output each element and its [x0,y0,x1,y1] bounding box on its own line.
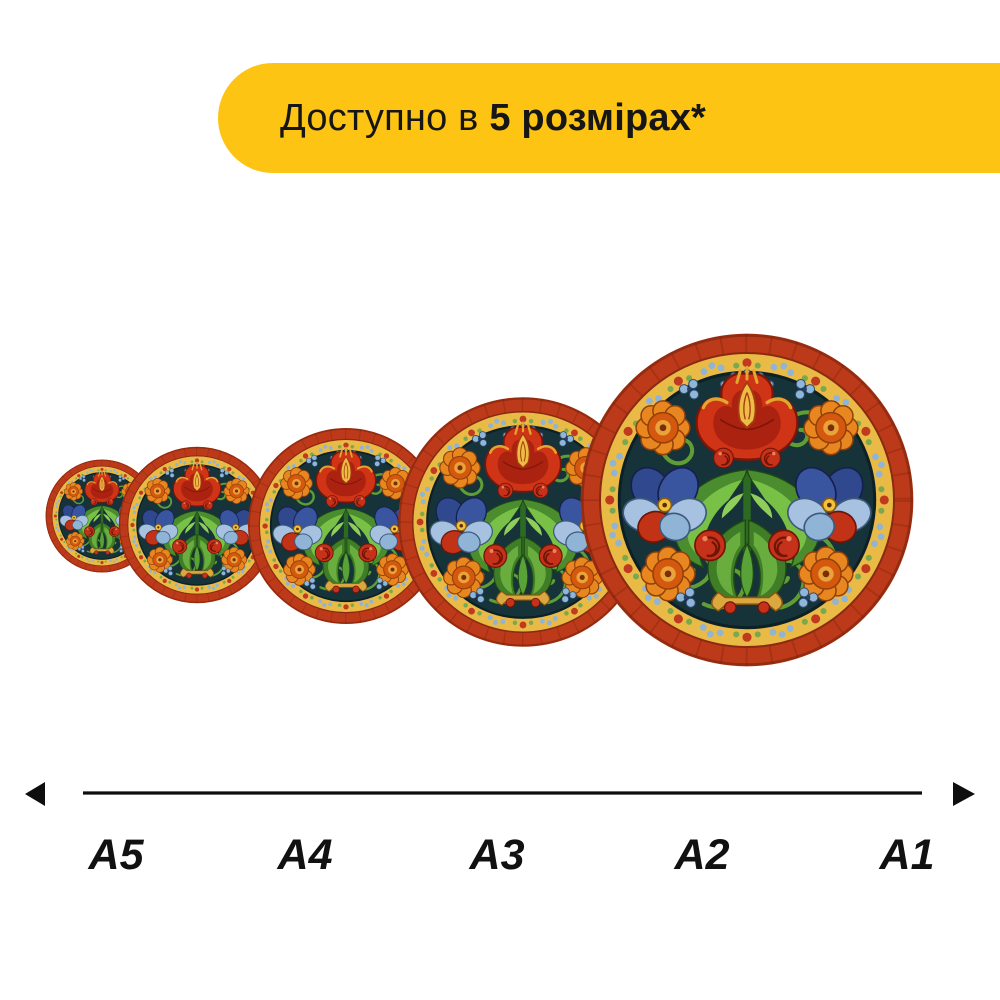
size-label-a2: A2 [674,831,730,879]
banner-text-regular: Доступно в [280,96,490,139]
axis-arrow-left-icon [25,782,45,806]
size-label-a4: A4 [277,831,333,879]
size-label-a5: A5 [88,831,144,879]
axis-arrow-right-icon [953,782,975,806]
banner-text-bold: 5 розмірах* [489,96,707,139]
size-label-a3: A3 [469,831,525,879]
plate-a1 [581,334,914,667]
availability-banner: Доступно в 5 розмірах* [218,63,1000,173]
banner-text: Доступно в 5 розмірах* [280,97,706,140]
size-label-a1: A1 [879,831,935,879]
